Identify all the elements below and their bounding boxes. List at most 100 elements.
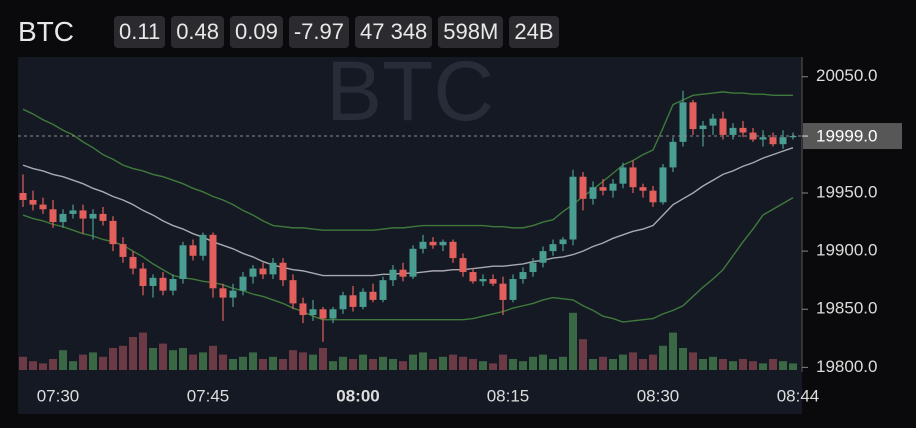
candle-body <box>499 283 507 300</box>
candle-body <box>679 102 687 142</box>
last-price-label: 19999.0 <box>816 127 877 146</box>
stat-box: 0.48 <box>171 16 225 48</box>
volume-bar <box>579 339 587 370</box>
volume-bar <box>189 354 197 370</box>
stat-box: 0.09 <box>230 16 283 48</box>
candle-body <box>159 277 167 291</box>
volume-bar <box>719 359 727 370</box>
candle-body <box>569 176 577 240</box>
volume-bar <box>689 352 697 370</box>
candle-body <box>59 213 67 223</box>
candle-body <box>789 136 797 138</box>
y-tick-label: 20050.0 <box>816 66 877 85</box>
volume-bar <box>379 356 387 370</box>
stat-box: 0.11 <box>114 16 166 48</box>
volume-bar <box>49 359 57 370</box>
volume-bar <box>459 356 467 370</box>
y-tick-label: 19800.0 <box>816 357 877 376</box>
volume-bar <box>509 359 517 370</box>
candle-body <box>89 213 97 219</box>
candle-body <box>79 210 87 219</box>
band-line <box>22 91 793 231</box>
candle-body <box>479 279 487 282</box>
volume-bar <box>639 359 647 370</box>
volume-bar <box>649 354 657 370</box>
candle-body <box>259 268 267 275</box>
candle-body <box>229 290 237 298</box>
plot <box>19 90 797 370</box>
volume-bar <box>489 363 497 370</box>
candle-body <box>369 291 377 300</box>
candle-body <box>359 291 367 307</box>
volume-bar <box>29 361 37 370</box>
candle-body <box>29 199 37 205</box>
volume-bar <box>629 352 637 370</box>
volume-bar <box>119 345 127 370</box>
volume-bar <box>199 352 207 370</box>
volume-bar <box>779 361 787 370</box>
band-line <box>22 147 794 277</box>
volume-bar <box>559 356 567 370</box>
volume-bar <box>19 356 27 370</box>
volume-bar <box>409 354 417 370</box>
candle-body <box>619 167 627 184</box>
volume-bar <box>759 363 767 370</box>
y-tick-label: 19850.0 <box>816 299 877 318</box>
volume-bar <box>679 348 687 370</box>
y-tick-label: 19950.0 <box>816 182 877 201</box>
candle-body <box>659 167 667 203</box>
candle-body <box>279 262 287 281</box>
candle-body <box>339 295 347 310</box>
stat-box: 47 348 <box>355 16 433 48</box>
candle-body <box>19 192 27 200</box>
y-tick-label: 19900.0 <box>816 241 877 260</box>
x-tick-label: 08:30 <box>637 386 680 405</box>
volume-bar <box>429 359 437 370</box>
candle-body <box>119 244 127 257</box>
candle-body <box>469 272 477 282</box>
watermark: BTC <box>326 44 494 138</box>
x-tick-label: 08:44 <box>777 386 820 405</box>
candle-body <box>269 262 277 275</box>
volume-bar <box>259 359 267 370</box>
volume-bar <box>469 359 477 370</box>
candle-body <box>529 262 537 273</box>
header: BTC 0.11 0.48 0.09 -7.97 47 348 598M 24B <box>18 14 559 50</box>
volume-bar <box>269 356 277 370</box>
candle-body <box>329 309 337 319</box>
candle-body <box>199 234 207 256</box>
candle-body <box>139 268 147 286</box>
x-tick-label: 08:00 <box>336 386 379 405</box>
volume-bar <box>239 356 247 370</box>
volume-bar <box>279 359 287 370</box>
volume-bar <box>39 363 47 370</box>
candle-body <box>699 125 707 130</box>
stat-box: 24B <box>509 16 559 48</box>
candle-body <box>559 239 567 245</box>
volume-bar <box>349 359 357 370</box>
candle-body <box>589 187 597 199</box>
candle-body <box>449 241 457 259</box>
volume-bar <box>709 356 717 370</box>
volume-bar <box>329 361 337 370</box>
candle-body <box>39 204 47 210</box>
candle-body <box>219 288 227 298</box>
volume-bar <box>289 350 297 370</box>
volume-bar <box>749 361 757 370</box>
candle-body <box>739 127 747 133</box>
volume-bar <box>219 354 227 370</box>
candle-body <box>759 137 767 140</box>
candle-body <box>429 241 437 246</box>
candle-body <box>169 279 177 291</box>
volume-bar <box>109 348 117 370</box>
symbol: BTC <box>18 16 74 47</box>
volume-bar <box>309 354 317 370</box>
candle-body <box>639 187 647 191</box>
volume-bar <box>359 354 367 370</box>
candle-body <box>549 244 557 252</box>
volume-bar <box>149 348 157 370</box>
volume-bar <box>79 354 87 370</box>
last-price-box <box>803 123 902 150</box>
volume-bar <box>519 361 527 370</box>
volume-bar <box>69 361 77 370</box>
